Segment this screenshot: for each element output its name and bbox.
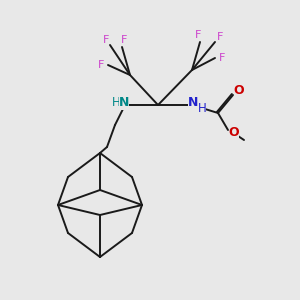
Text: H: H (112, 97, 120, 110)
Text: N: N (188, 95, 198, 109)
Text: F: F (195, 30, 201, 40)
Text: F: F (217, 32, 223, 42)
Text: O: O (234, 85, 244, 98)
Text: F: F (103, 35, 109, 45)
Text: O: O (229, 125, 239, 139)
Text: F: F (98, 60, 104, 70)
Text: F: F (219, 53, 225, 63)
Text: N: N (119, 97, 129, 110)
Text: H: H (198, 101, 206, 115)
Text: F: F (121, 35, 127, 45)
